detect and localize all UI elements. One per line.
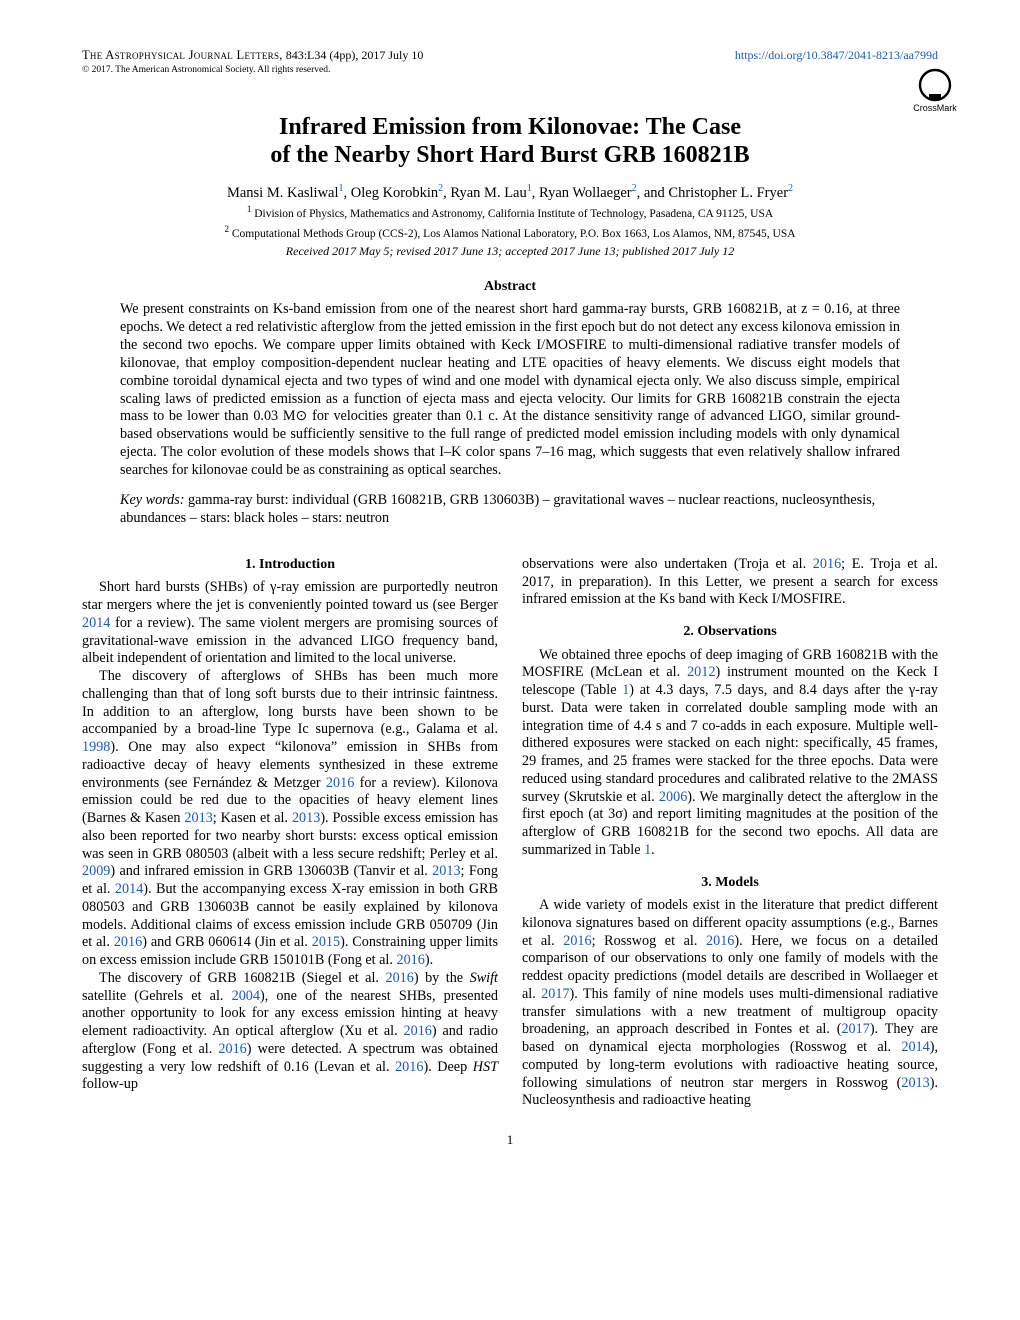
crossmark-badge[interactable]: CrossMark: [910, 68, 960, 113]
left-column: 1. Introduction Short hard bursts (SHBs)…: [82, 556, 498, 1110]
journal-name: The Astrophysical Journal Letters,: [82, 48, 283, 62]
article-dates: Received 2017 May 5; revised 2017 June 1…: [82, 244, 938, 259]
right-column: observations were also undertaken (Troja…: [522, 556, 938, 1110]
affil-link-2[interactable]: 2: [438, 183, 443, 194]
ref-levan-2016[interactable]: 2016: [395, 1059, 423, 1075]
affiliations: 1 Division of Physics, Mathematics and A…: [82, 203, 938, 242]
affil-link-1b[interactable]: 1: [527, 183, 532, 194]
ref-fong-2014[interactable]: 2014: [115, 881, 143, 897]
paper-title: Infrared Emission from Kilonovae: The Ca…: [168, 113, 853, 170]
abstract-heading: Abstract: [82, 279, 938, 295]
ref-berger-2014[interactable]: 2014: [82, 615, 110, 631]
ref-barnes-2013[interactable]: 2013: [184, 810, 212, 826]
intro-para-2: The discovery of afterglows of SHBs has …: [82, 668, 498, 970]
doi-suffix: 10.3847/2041-8213/aa799d: [806, 48, 938, 62]
title-line-2: of the Nearby Short Hard Burst GRB 16082…: [270, 142, 749, 168]
ref-fong-2016b[interactable]: 2016: [218, 1041, 246, 1057]
page-number: 1: [82, 1132, 938, 1148]
journal-cite: 843:L34 (4pp), 2017 July 10: [283, 48, 424, 62]
author-3: Ryan M. Lau: [450, 184, 526, 200]
ref-tanvir-2013[interactable]: 2013: [432, 863, 460, 879]
copyright-line: © 2017. The American Astronomical Societ…: [82, 65, 938, 75]
ref-rosswog-2013[interactable]: 2013: [901, 1075, 929, 1091]
keywords-text: gamma-ray burst: individual (GRB 160821B…: [120, 492, 875, 526]
affil-link-2b[interactable]: 2: [632, 183, 637, 194]
intro-para-3-cont: observations were also undertaken (Troja…: [522, 556, 938, 609]
doi-link-container: https://doi.org/10.3847/2041-8213/aa799d: [735, 48, 938, 63]
ref-siegel-2016[interactable]: 2016: [385, 970, 413, 986]
abstract-text: We present constraints on Ks-band emissi…: [120, 301, 900, 480]
author-2: Oleg Korobkin: [351, 184, 438, 200]
ref-perley-2009[interactable]: 2009: [82, 863, 110, 879]
keywords-label: Key words:: [120, 492, 185, 508]
doi-prefix: https://doi.org/: [735, 48, 806, 62]
title-line-1: Infrared Emission from Kilonovae: The Ca…: [279, 114, 741, 140]
crossmark-label: CrossMark: [910, 103, 960, 113]
ref-fontes-2017[interactable]: 2017: [841, 1021, 869, 1037]
author-1: Mansi M. Kasliwal: [227, 184, 339, 200]
ref-skrutskie-2006[interactable]: 2006: [659, 789, 687, 805]
ref-wollaeger-2017[interactable]: 2017: [541, 986, 569, 1002]
affil-link-1[interactable]: 1: [339, 183, 344, 194]
page: The Astrophysical Journal Letters, 843:L…: [0, 0, 1020, 1178]
ref-rosswog-2014[interactable]: 2014: [901, 1039, 929, 1055]
section-1-heading: 1. Introduction: [82, 556, 498, 574]
header-row: The Astrophysical Journal Letters, 843:L…: [82, 48, 938, 63]
hst-italic: HST: [473, 1059, 498, 1075]
ref-mclean-2012[interactable]: 2012: [687, 664, 715, 680]
ref-kasen-2013[interactable]: 2013: [292, 810, 320, 826]
author-list: Mansi M. Kasliwal1, Oleg Korobkin2, Ryan…: [82, 180, 938, 202]
doi-link[interactable]: https://doi.org/10.3847/2041-8213/aa799d: [735, 48, 938, 62]
author-4: Ryan Wollaeger: [539, 184, 632, 200]
affiliation-2: Computational Methods Group (CCS-2), Los…: [232, 228, 796, 240]
swift-italic: Swift: [470, 970, 498, 986]
section-3-heading: 3. Models: [522, 874, 938, 892]
affil-link-2c[interactable]: 2: [788, 183, 793, 194]
crossmark-icon: [918, 68, 952, 102]
ref-fernandez-2016[interactable]: 2016: [326, 775, 354, 791]
keywords: Key words: gamma-ray burst: individual (…: [120, 492, 900, 528]
models-para: A wide variety of models exist in the li…: [522, 897, 938, 1110]
ref-rosswog-2016[interactable]: 2016: [706, 933, 734, 949]
intro-para-3: The discovery of GRB 160821B (Siegel et …: [82, 970, 498, 1094]
body-columns: 1. Introduction Short hard bursts (SHBs)…: [82, 556, 938, 1110]
ref-troja-2016[interactable]: 2016: [813, 556, 841, 572]
journal-citation: The Astrophysical Journal Letters, 843:L…: [82, 48, 423, 63]
ref-jin-2016[interactable]: 2016: [114, 934, 142, 950]
section-2-heading: 2. Observations: [522, 623, 938, 641]
affiliation-1: Division of Physics, Mathematics and Ast…: [254, 208, 773, 220]
ref-barnes-2016[interactable]: 2016: [563, 933, 591, 949]
ref-jin-2015[interactable]: 2015: [312, 934, 340, 950]
ref-gehrels-2004[interactable]: 2004: [232, 988, 260, 1004]
ref-xu-2016[interactable]: 2016: [404, 1023, 432, 1039]
ref-galama-1998[interactable]: 1998: [82, 739, 110, 755]
ref-fong-2016a[interactable]: 2016: [396, 952, 424, 968]
author-5: Christopher L. Fryer: [668, 184, 788, 200]
observations-para: We obtained three epochs of deep imaging…: [522, 647, 938, 860]
intro-para-1: Short hard bursts (SHBs) of γ-ray emissi…: [82, 579, 498, 668]
